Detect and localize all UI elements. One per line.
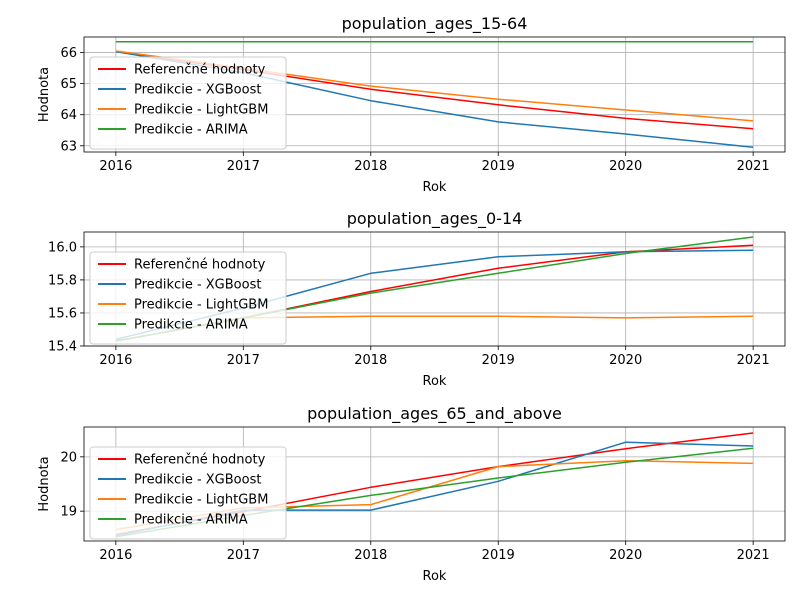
x-tick-label: 2019: [482, 159, 515, 174]
axes-frame: [83, 36, 786, 153]
x-tick-label: 2018: [354, 548, 387, 563]
x-tick-label: 2021: [737, 353, 770, 368]
x-axis-label: Rok: [423, 180, 447, 195]
y-tick-label: 64: [60, 108, 77, 123]
x-tick-label: 2017: [227, 159, 260, 174]
x-axis-label: Rok: [423, 569, 447, 584]
chart-title: population_ages_15-64: [342, 14, 528, 34]
x-tick-label: 2018: [354, 353, 387, 368]
chart-panel-2: 2016 2017 2018 2019 2020 2021 15.4 15.6 15.8 16.0…: [48, 209, 786, 389]
legend-label-2: Predikcie - XGBoost: [134, 278, 261, 293]
x-tick-label: 2016: [99, 353, 132, 368]
y-axis-label: Hodnota: [37, 67, 52, 122]
axes-frame: [83, 426, 786, 542]
legend-box: [89, 251, 287, 345]
y-tick-label: 66: [60, 46, 77, 61]
axes-frame: [83, 231, 786, 347]
y-tick-label: 15.6: [48, 306, 77, 321]
x-tick-label: 2016: [99, 159, 132, 174]
y-tick-label: 19: [60, 505, 77, 520]
legend-label-2: Predikcie - XGBoost: [134, 83, 261, 98]
legend-label-1: Referenčné hodnoty: [134, 63, 266, 78]
y-tick-label: 15.4: [48, 340, 77, 355]
y-tick-label: 15.8: [48, 273, 77, 288]
legend-label-3: Predikcie - LightGBM: [134, 103, 268, 118]
y-tick-label: 65: [60, 77, 77, 92]
x-tick-label: 2019: [482, 548, 515, 563]
legend-label-4: Predikcie - ARIMA: [134, 318, 248, 333]
x-tick-label: 2021: [737, 159, 770, 174]
legend-label-3: Predikcie - LightGBM: [134, 298, 268, 313]
x-tick-label: 2020: [609, 159, 642, 174]
chart-panel-1: 2016 2017 2018 2019 2020 2021 63 64 65 66 populati…: [37, 14, 786, 195]
x-tick-label: 2017: [227, 353, 260, 368]
legend-box: [89, 56, 287, 150]
y-tick-label: 20: [60, 450, 77, 465]
x-tick-label: 2018: [354, 159, 387, 174]
legend-label-1: Referenčné hodnoty: [134, 258, 266, 273]
legend: Referenčné hodnoty Predikcie - XGBoost Pre…: [89, 446, 287, 540]
y-tick-label: 63: [60, 139, 77, 154]
legend: Referenčné hodnoty Predikcie - XGBoost Pre…: [89, 251, 287, 345]
legend: Referenčné hodnoty Predikcie - XGBoost Pre…: [89, 56, 287, 150]
chart-panel-3: 2016 2017 2018 2019 2020 2021 19 20 population_a…: [37, 404, 786, 584]
chart-title: population_ages_65_and_above: [307, 404, 562, 424]
x-tick-label: 2016: [99, 548, 132, 563]
y-axis-label: Hodnota: [37, 456, 52, 511]
x-axis-label: Rok: [423, 374, 447, 389]
legend-box: [89, 446, 287, 540]
y-tick-label: 16.0: [48, 240, 77, 255]
legend-label-4: Predikcie - ARIMA: [134, 123, 248, 138]
legend-label-1: Referenčné hodnoty: [134, 453, 266, 468]
legend-label-4: Predikcie - ARIMA: [134, 513, 248, 528]
x-tick-label: 2021: [737, 548, 770, 563]
x-tick-label: 2020: [609, 548, 642, 563]
x-tick-label: 2020: [609, 353, 642, 368]
x-tick-label: 2017: [227, 548, 260, 563]
x-tick-label: 2019: [482, 353, 515, 368]
chart-title: population_ages_0-14: [347, 209, 523, 229]
legend-label-2: Predikcie - XGBoost: [134, 473, 261, 488]
legend-label-3: Predikcie - LightGBM: [134, 493, 268, 508]
